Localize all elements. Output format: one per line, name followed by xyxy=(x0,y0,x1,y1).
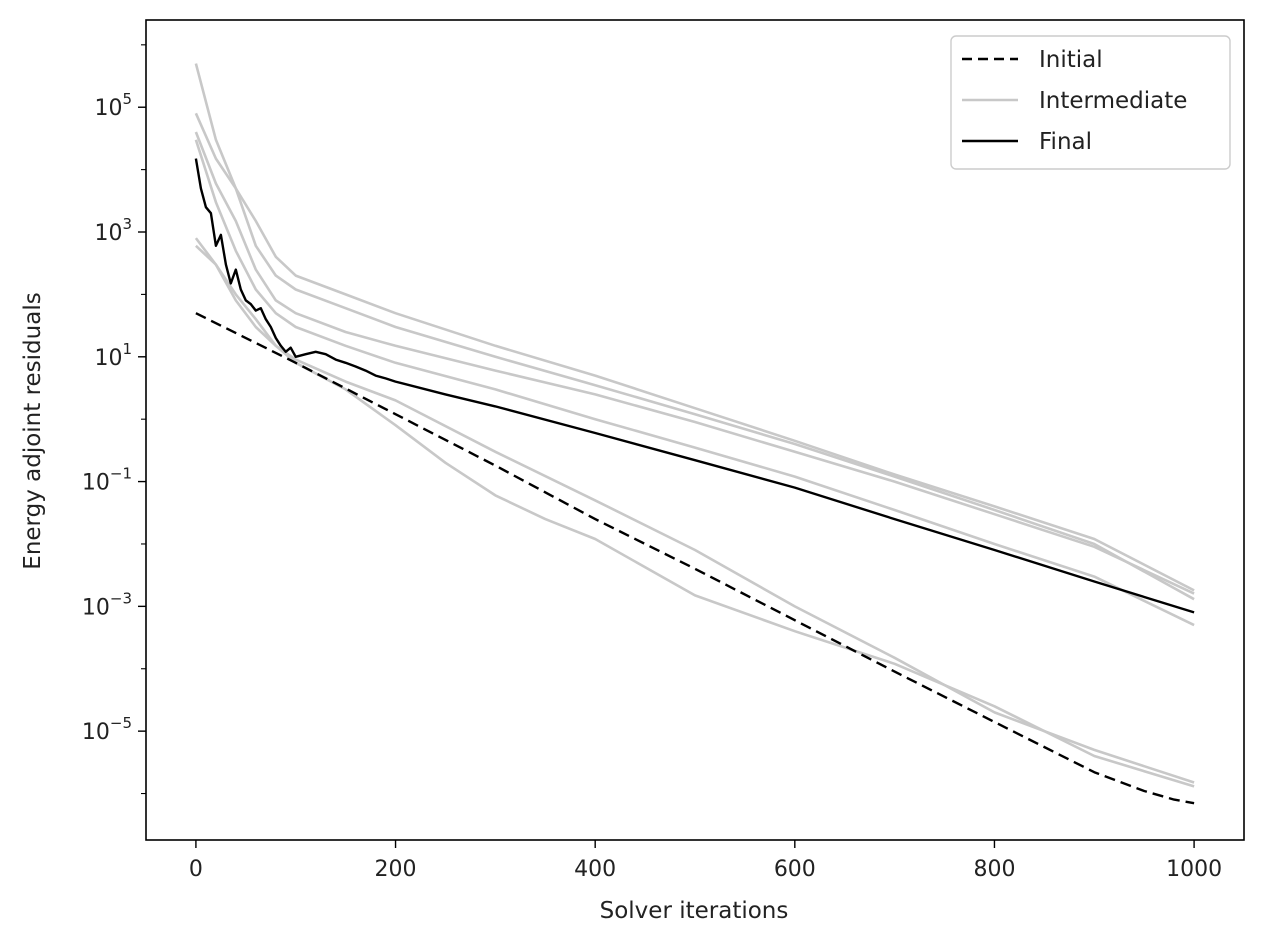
axes: 0 200 400 600 800 1000 105 103 101 10−1 10−3 10−5 xyxy=(82,19,1245,882)
x-tick-label: 600 xyxy=(774,857,816,882)
y-tick-label: 10−3 xyxy=(82,589,132,620)
x-tick-label: 200 xyxy=(375,857,417,882)
series-line-intermediate-3 xyxy=(194,139,1195,627)
y-tick-label: 101 xyxy=(94,340,132,371)
plot-frame xyxy=(145,19,1245,841)
plot-area xyxy=(194,63,1195,805)
series-line-intermediate-0 xyxy=(194,63,1195,592)
series-line-intermediate-4 xyxy=(194,237,1195,784)
series-line-final-7 xyxy=(194,158,1195,614)
legend-label-intermediate: Intermediate xyxy=(1039,88,1187,114)
x-axis-label: Solver iterations xyxy=(600,898,789,924)
y-tick-label: 105 xyxy=(94,90,132,121)
legend-label-final: Final xyxy=(1039,129,1092,155)
y-tick-label: 10−1 xyxy=(82,465,132,496)
y-tick-label: 10−5 xyxy=(82,714,132,745)
x-tick-label: 800 xyxy=(973,857,1015,882)
x-tick-label: 1000 xyxy=(1166,857,1222,882)
x-tick-label: 0 xyxy=(189,857,203,882)
legend-box xyxy=(950,35,1231,170)
y-tick-label: 103 xyxy=(94,215,132,246)
legend-label-initial: Initial xyxy=(1039,47,1103,73)
series-line-intermediate-1 xyxy=(194,112,1195,601)
series-line-intermediate-2 xyxy=(194,131,1195,595)
y-axis-label: Energy adjoint residuals xyxy=(20,292,46,569)
legend: Initial Intermediate Final xyxy=(950,35,1231,170)
series-line-intermediate-5 xyxy=(195,244,1195,788)
x-tick-label: 400 xyxy=(574,857,616,882)
series-line-initial-6 xyxy=(195,312,1195,805)
